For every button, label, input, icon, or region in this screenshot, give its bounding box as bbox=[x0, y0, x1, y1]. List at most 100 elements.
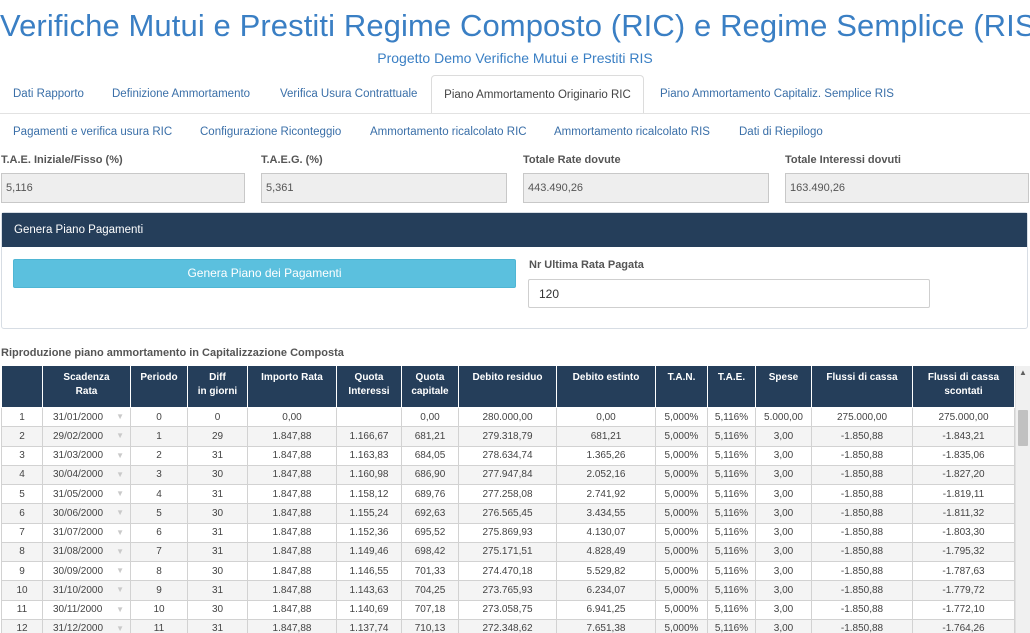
date-cell[interactable]: 31/12/2000 ▼ bbox=[42, 618, 131, 633]
tab-ammortamento-ricalcolato-ric[interactable]: Ammortamento ricalcolato RIC bbox=[370, 126, 527, 138]
chevron-down-icon[interactable]: ▼ bbox=[116, 623, 124, 633]
scroll-up-arrow-icon[interactable]: ▲ bbox=[1019, 368, 1027, 377]
column-header-label: Flussi di cassa bbox=[826, 372, 898, 383]
date-value: 31/05/2000 bbox=[53, 488, 104, 500]
chevron-down-icon[interactable]: ▼ bbox=[116, 527, 124, 537]
genera-piano-button[interactable]: Genera Piano dei Pagamenti bbox=[13, 259, 516, 288]
chevron-down-icon[interactable]: ▼ bbox=[116, 489, 124, 498]
table-cell: 5,116% bbox=[707, 522, 756, 543]
table-cell: 710,13 bbox=[401, 618, 459, 633]
table-row[interactable]: 6 30/06/2000 ▼ 5 30 1.847,88 1.155,24 692,63 276… bbox=[1, 503, 1015, 524]
table-cell: -1.850,88 bbox=[811, 580, 913, 601]
table-row[interactable]: 9 30/09/2000 ▼ 8 30 1.847,88 1.146,55 701,33 274… bbox=[1, 560, 1015, 582]
date-cell[interactable]: 31/07/2000 ▼ bbox=[42, 522, 131, 543]
table-cell: -1.850,88 bbox=[811, 464, 913, 486]
table-row[interactable]: 2 29/02/2000 ▼ 1 29 1.847,88 1.166,67 681,21 279… bbox=[1, 426, 1015, 447]
column-header[interactable]: Flussi di cassa bbox=[811, 365, 913, 408]
column-header[interactable]: Quota Interessi bbox=[336, 365, 402, 408]
date-cell[interactable]: 29/02/2000 ▼ bbox=[42, 426, 131, 447]
date-cell[interactable]: 31/05/2000 ▼ bbox=[42, 483, 131, 505]
table-cell: 5,000% bbox=[655, 445, 708, 466]
table-cell: 1.166,67 bbox=[336, 426, 402, 447]
tab-dati-rapporto[interactable]: Dati Rapporto bbox=[13, 88, 84, 100]
tab-verifica-usura-contrattuale[interactable]: Verifica Usura Contrattuale bbox=[280, 88, 418, 100]
table-cell: 273.765,93 bbox=[458, 580, 557, 601]
table-row[interactable]: 11 30/11/2000 ▼ 10 30 1.847,88 1.140,69 707,18 2… bbox=[1, 599, 1015, 620]
table-cell: 1.847,88 bbox=[247, 599, 337, 620]
table-cell: 3,00 bbox=[755, 618, 812, 633]
table-cell: 707,18 bbox=[401, 599, 459, 620]
table-cell: 3.434,55 bbox=[556, 503, 656, 524]
chevron-down-icon[interactable]: ▼ bbox=[116, 469, 124, 479]
column-header[interactable]: Periodo bbox=[130, 365, 188, 408]
table-cell: 277.258,08 bbox=[458, 483, 557, 505]
column-header[interactable]: Importo Rata bbox=[247, 365, 337, 408]
table-cell: 704,25 bbox=[401, 580, 459, 601]
kpi-label: T.A.E. Iniziale/Fisso (%) bbox=[1, 154, 123, 166]
scrollbar-thumb[interactable] bbox=[1018, 410, 1028, 446]
tab-dati-di-riepilogo[interactable]: Dati di Riepilogo bbox=[739, 126, 823, 138]
row-number-cell: 6 bbox=[1, 503, 43, 524]
tab-configurazione-riconteggio[interactable]: Configurazione Riconteggio bbox=[200, 126, 342, 138]
column-header[interactable]: T.A.E. bbox=[707, 365, 756, 408]
nr-ultima-rata-input[interactable] bbox=[528, 279, 930, 308]
table-cell: 3,00 bbox=[755, 599, 812, 620]
row-number-cell: 11 bbox=[1, 599, 43, 620]
tab-piano-ammortamento-semplice-ris[interactable]: Piano Ammortamento Capitaliz. Semplice R… bbox=[660, 88, 894, 100]
table-row[interactable]: 10 31/10/2000 ▼ 9 31 1.847,88 1.143,63 704,25 27… bbox=[1, 580, 1015, 601]
date-cell[interactable]: 30/04/2000 ▼ bbox=[42, 464, 131, 486]
chevron-down-icon[interactable]: ▼ bbox=[116, 412, 124, 421]
table-cell: 1.140,69 bbox=[336, 599, 402, 620]
chevron-down-icon[interactable]: ▼ bbox=[116, 508, 124, 518]
chevron-down-icon[interactable]: ▼ bbox=[116, 450, 124, 460]
table-cell: 1.160,98 bbox=[336, 464, 402, 486]
column-header-label: Spese bbox=[768, 372, 799, 383]
kpi-value-field: 5,361 bbox=[261, 173, 507, 203]
column-header[interactable]: Diff in giorni bbox=[187, 365, 248, 408]
table-row[interactable]: 12 31/12/2000 ▼ 11 31 1.847,88 1.137,74 710,13 2… bbox=[1, 618, 1015, 633]
table-cell: 278.634,74 bbox=[458, 445, 557, 466]
table-cell: -1.850,88 bbox=[811, 503, 913, 524]
table-cell: -1.819,11 bbox=[912, 483, 1015, 505]
table-row[interactable]: 3 31/03/2000 ▼ 2 31 1.847,88 1.163,83 684,05 278… bbox=[1, 445, 1015, 466]
table-cell: -1.843,21 bbox=[912, 426, 1015, 447]
date-cell[interactable]: 31/01/2000 ▼ bbox=[42, 406, 131, 428]
column-header[interactable]: T.A.N. bbox=[655, 365, 708, 408]
tab-bar-divider bbox=[0, 113, 1030, 114]
column-header[interactable]: Quota capitale bbox=[401, 365, 459, 408]
table-row[interactable]: 8 31/08/2000 ▼ 7 31 1.847,88 1.149,46 698,42 275… bbox=[1, 541, 1015, 563]
tab-pagamenti-verifica-usura-ric[interactable]: Pagamenti e verifica usura RIC bbox=[13, 126, 173, 138]
column-header[interactable] bbox=[1, 365, 43, 408]
column-header[interactable]: Debito estinto bbox=[556, 365, 656, 408]
column-header[interactable]: Scadenza Rata bbox=[42, 365, 131, 408]
table-cell: 3,00 bbox=[755, 464, 812, 486]
date-cell[interactable]: 31/08/2000 ▼ bbox=[42, 541, 131, 563]
table-cell: 5.000,00 bbox=[755, 406, 812, 428]
tab-ammortamento-ricalcolato-ris[interactable]: Ammortamento ricalcolato RIS bbox=[554, 126, 710, 138]
tab-piano-ammortamento-originario-ric[interactable]: Piano Ammortamento Originario RIC bbox=[431, 75, 644, 114]
column-header[interactable]: Debito residuo bbox=[458, 365, 557, 408]
table-cell: -1.850,88 bbox=[811, 445, 913, 466]
date-cell[interactable]: 31/03/2000 ▼ bbox=[42, 445, 131, 466]
project-subtitle: Progetto Demo Verifiche Mutui e Prestiti… bbox=[377, 50, 653, 66]
chevron-down-icon[interactable]: ▼ bbox=[116, 546, 124, 556]
column-header[interactable]: Spese bbox=[755, 365, 812, 408]
tab-definizione-ammortamento[interactable]: Definizione Ammortamento bbox=[112, 88, 251, 100]
date-cell[interactable]: 30/11/2000 ▼ bbox=[42, 599, 131, 620]
table-row[interactable]: 4 30/04/2000 ▼ 3 30 1.847,88 1.160,98 686,90 277… bbox=[1, 464, 1015, 486]
chevron-down-icon[interactable]: ▼ bbox=[116, 604, 124, 614]
chevron-down-icon[interactable]: ▼ bbox=[116, 431, 124, 441]
date-cell[interactable]: 30/09/2000 ▼ bbox=[42, 560, 131, 582]
column-header[interactable]: Flussi di cassa scontati bbox=[912, 365, 1015, 408]
chevron-down-icon[interactable]: ▼ bbox=[116, 585, 124, 595]
table-row[interactable]: 7 31/07/2000 ▼ 6 31 1.847,88 1.152,36 695,52 275… bbox=[1, 522, 1015, 543]
table-row[interactable]: 5 31/05/2000 ▼ 4 31 1.847,88 1.158,12 689,76 277… bbox=[1, 483, 1015, 505]
table-cell: 1.847,88 bbox=[247, 522, 337, 543]
chevron-down-icon[interactable]: ▼ bbox=[116, 566, 124, 575]
grid-scrollbar[interactable]: ▲ bbox=[1015, 366, 1030, 633]
table-row[interactable]: 1 31/01/2000 ▼ 0 0 0,00 0,00 280.000,00 0,00 5,00… bbox=[1, 406, 1015, 428]
date-cell[interactable]: 31/10/2000 ▼ bbox=[42, 580, 131, 601]
table-cell: 3,00 bbox=[755, 445, 812, 466]
table-cell: 31 bbox=[187, 618, 248, 633]
date-cell[interactable]: 30/06/2000 ▼ bbox=[42, 503, 131, 524]
